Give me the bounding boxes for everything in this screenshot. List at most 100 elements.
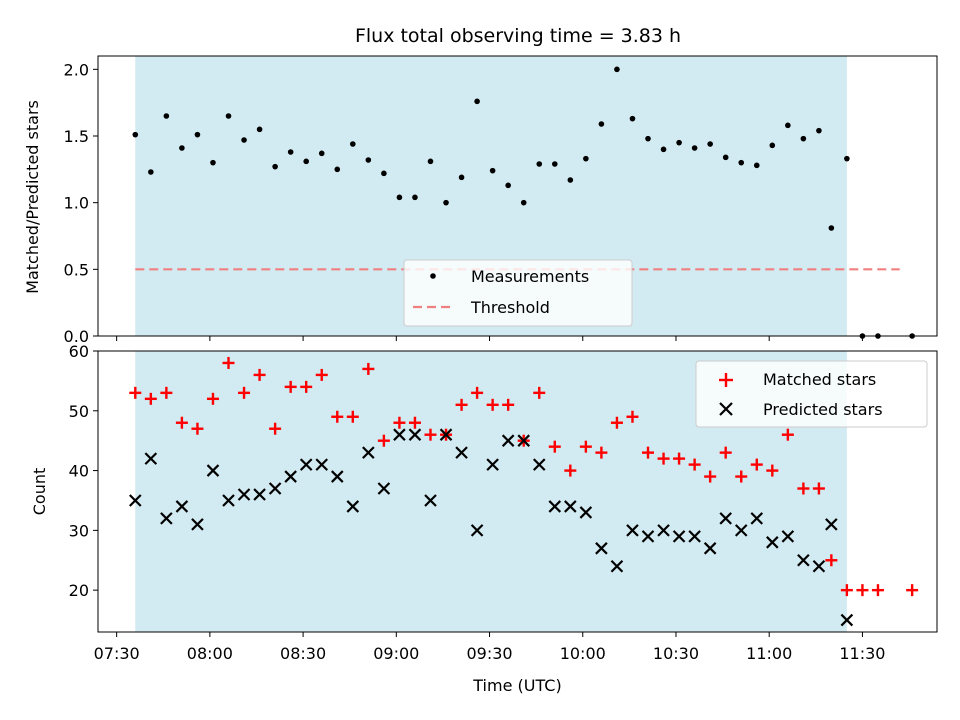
measurement-point (629, 115, 636, 122)
legend-measurements-marker (430, 273, 436, 279)
matched-star-points (129, 356, 919, 597)
matched-star-point (393, 416, 406, 429)
matched-star-point (362, 362, 375, 375)
measurement-point (179, 145, 185, 151)
predicted-star-point (408, 428, 422, 441)
matched-star-point (781, 428, 794, 441)
matched-star-point (840, 584, 853, 597)
measurement-point (148, 169, 154, 175)
predicted-star-point (688, 530, 701, 543)
bottom-y-tick-label: 30 (69, 521, 89, 540)
bottom-frame (97, 350, 938, 633)
predicted-star-point (377, 482, 391, 495)
measurement-point (722, 154, 729, 161)
predicted-star-point (564, 500, 577, 513)
top-y-tick-label: 1.5 (64, 127, 89, 146)
matched-star-point (688, 458, 701, 471)
matched-star-point (129, 386, 142, 399)
measurement-point (520, 199, 527, 206)
matched-star-point (719, 446, 732, 459)
measurement-point (828, 225, 835, 231)
matched-star-point (595, 446, 608, 459)
x-tick-label: 09:30 (466, 644, 512, 663)
top-y-tick-label: 2.0 (64, 60, 89, 79)
measurement-point (256, 126, 263, 133)
legend-predicted-marker (719, 402, 733, 416)
matched-star-point (284, 380, 297, 393)
predicted-star-point (825, 518, 838, 531)
predicted-star-point (532, 458, 546, 471)
measurement-point (738, 159, 745, 166)
measurement-point (614, 66, 620, 73)
x-tick-label: 10:30 (653, 644, 699, 663)
predicted-star-point (548, 500, 562, 513)
matched-star-point (471, 386, 484, 399)
predicted-star-point (160, 512, 173, 525)
x-axis-label: Time (UTC) (472, 676, 561, 695)
matched-star-point (238, 386, 251, 399)
matched-star-point (564, 464, 577, 477)
measurement-point (505, 182, 511, 189)
predicted-star-point (812, 559, 826, 573)
measurement-point (691, 145, 698, 151)
measurement-point (318, 150, 325, 157)
matched-star-point (502, 398, 515, 411)
measurement-point (241, 137, 247, 143)
predicted-star-point (144, 452, 158, 465)
predicted-star-point (641, 530, 655, 543)
bottom-panel: 20 30 40 50 60 07:30 08:00 08:30 09:00 09:30 10:00… (30, 342, 938, 695)
top-y-tick-label: 0.5 (64, 260, 89, 279)
predicted-star-point (501, 434, 515, 447)
measurement-point (583, 155, 589, 162)
measurement-point (225, 113, 232, 119)
matched-star-point (455, 398, 468, 411)
matched-star-point (253, 368, 266, 381)
predicted-star-point (797, 553, 810, 567)
predicted-star-point (299, 458, 313, 471)
legend-measurements-label: Measurements (471, 267, 589, 286)
measurement-point (489, 167, 496, 174)
measurement-point (660, 146, 667, 153)
matched-star-point (486, 398, 499, 411)
measurement-point (334, 166, 341, 173)
predicted-star-point (362, 446, 375, 459)
top-y-axis-label: Matched/Predicted stars (23, 100, 42, 294)
measurement-point (163, 113, 170, 119)
matched-star-point (579, 440, 592, 453)
matched-star-point (377, 434, 390, 447)
measurement-point (800, 135, 807, 142)
predicted-star-point (750, 512, 764, 525)
predicted-star-point (579, 506, 593, 519)
predicted-star-point (253, 488, 266, 501)
predicted-star-point (470, 524, 484, 537)
measurement-point (396, 194, 403, 201)
legend-matched-label: Matched stars (763, 370, 876, 389)
matched-star-point (735, 470, 748, 483)
measurement-point (132, 131, 139, 138)
top-axes: 0.0 0.5 1.0 1.5 2.0 (64, 60, 863, 346)
matched-star-point (906, 584, 919, 597)
chart-title: Flux total observing time = 3.83 h (355, 25, 681, 47)
measurement-point (443, 199, 449, 206)
predicted-star-point (268, 482, 282, 495)
predicted-star-point (222, 494, 235, 507)
matched-star-point (269, 422, 282, 435)
predicted-star-point (840, 613, 854, 627)
measurement-point (676, 139, 682, 146)
matched-star-point (704, 470, 717, 483)
bottom-y-tick-label: 50 (69, 402, 89, 421)
matched-star-point (626, 410, 639, 423)
measurement-point (844, 155, 850, 162)
bottom-axes: 20 30 40 50 60 07:30 08:00 08:30 09:00 09:30 10:00… (69, 342, 886, 663)
measurement-point (707, 141, 713, 147)
matched-star-point (673, 452, 686, 465)
matched-star-point (533, 386, 546, 399)
predicted-star-point (595, 542, 608, 555)
measurement-point (381, 170, 387, 177)
matched-star-point (871, 584, 884, 597)
predicted-star-point (284, 470, 297, 483)
predicted-star-point (672, 530, 686, 543)
measurement-point (458, 174, 465, 181)
x-tick-label: 08:30 (280, 644, 326, 663)
measurement-point (272, 163, 278, 170)
